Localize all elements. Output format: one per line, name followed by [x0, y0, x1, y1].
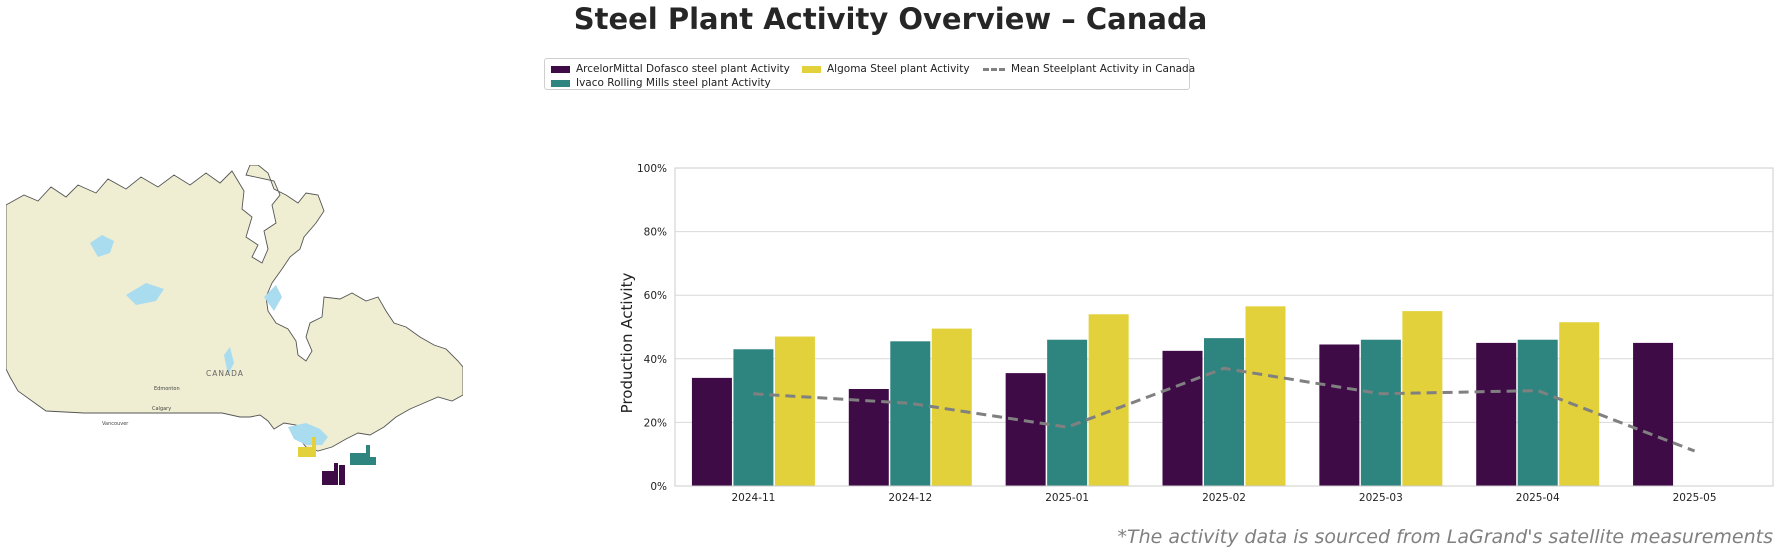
x-tick-label: 2025-01 — [1045, 492, 1089, 504]
bars — [691, 306, 1674, 486]
legend-swatch-arcelormittal — [551, 65, 570, 73]
factory-icon-arcelormittal — [322, 463, 345, 485]
legend-label-ivaco: Ivaco Rolling Mills steel plant Activity — [576, 77, 771, 89]
lake-great-slave — [126, 283, 164, 305]
legend-item-arcelormittal: ArcelorMittal Dofasco steel plant Activi… — [551, 63, 790, 75]
y-tick-label: 60% — [644, 290, 667, 302]
legend: ArcelorMittal Dofasco steel plant Activi… — [544, 58, 1195, 90]
bar-ivaco-2024-12 — [890, 341, 931, 486]
bar-algoma-2024-11 — [774, 336, 815, 486]
bar-ivaco-2024-11 — [733, 349, 774, 486]
legend-item-algoma: Algoma Steel plant Activity — [802, 63, 970, 75]
legend-item-ivaco: Ivaco Rolling Mills steel plant Activity — [551, 77, 771, 89]
bar-algoma-2025-02 — [1245, 306, 1286, 486]
factory-icon-algoma — [298, 437, 316, 457]
bar-ivaco-2025-01 — [1047, 339, 1088, 486]
bar-ivaco-2025-04 — [1517, 339, 1558, 486]
footnote: *The activity data is sourced from LaGra… — [1117, 526, 1773, 548]
bar-arcelormittal-2025-05 — [1633, 342, 1674, 486]
legend-label-arcelormittal: ArcelorMittal Dofasco steel plant Activi… — [576, 63, 790, 75]
map-label-vancouver: Vancouver — [102, 421, 129, 427]
y-tick-label: 100% — [637, 163, 667, 175]
plot-frame — [674, 167, 1774, 487]
map-label-calgary: Calgary — [152, 406, 171, 412]
canada-map: CANADA Edmonton Calgary Vancouver — [5, 164, 464, 485]
y-axis-label: Production Activity — [618, 273, 636, 414]
factory-icon-ivaco — [350, 445, 376, 465]
mean-line-layer — [753, 366, 1696, 453]
y-tick-label: 0% — [650, 481, 667, 493]
bar-algoma-2025-03 — [1402, 311, 1443, 486]
x-tick-label: 2025-03 — [1359, 492, 1403, 504]
x-tick-label: 2024-12 — [888, 492, 932, 504]
legend-item-mean: Mean Steelplant Activity in Canada — [983, 63, 1195, 75]
x-tick-label: 2025-02 — [1202, 492, 1246, 504]
map-label-edmonton: Edmonton — [154, 386, 180, 392]
chart-title: Steel Plant Activity Overview – Canada — [573, 2, 1208, 36]
great-lakes — [288, 423, 328, 445]
bar-algoma-2025-04 — [1559, 322, 1600, 486]
hudson-bay — [264, 285, 282, 311]
mean-activity-line — [753, 366, 1696, 453]
legend-label-mean: Mean Steelplant Activity in Canada — [1011, 63, 1196, 75]
lake-great-bear — [90, 235, 114, 257]
legend-swatch-ivaco — [551, 79, 570, 87]
bar-arcelormittal-2025-02 — [1162, 350, 1203, 486]
bar-ivaco-2025-02 — [1204, 338, 1244, 486]
map-svg: CANADA Edmonton Calgary Vancouver — [5, 164, 464, 485]
bar-arcelormittal-2025-01 — [1005, 373, 1046, 486]
bar-arcelormittal-2025-03 — [1319, 344, 1360, 486]
x-tick-label: 2024-11 — [731, 492, 775, 504]
bar-arcelormittal-2024-12 — [848, 389, 889, 486]
y-tick-label: 80% — [644, 227, 667, 239]
lake-winnipeg — [224, 347, 234, 375]
bar-ivaco-2025-03 — [1360, 339, 1401, 486]
axes: 0% 20% 40% 60% 80% 100% 2024-11 2024-12 2025-01 2… — [637, 163, 1774, 504]
x-tick-label: 2025-04 — [1516, 492, 1560, 504]
legend-dash-mean — [983, 67, 1005, 71]
map-label-canada: CANADA — [206, 369, 244, 378]
legend-label-algoma: Algoma Steel plant Activity — [827, 63, 970, 75]
y-tick-label: 20% — [644, 417, 667, 429]
bar-arcelormittal-2025-04 — [1476, 342, 1517, 486]
bar-algoma-2025-01 — [1088, 314, 1129, 486]
bar-arcelormittal-2024-11 — [691, 377, 732, 486]
legend-swatch-algoma — [802, 65, 821, 73]
y-tick-label: 40% — [644, 354, 667, 366]
x-tick-label: 2025-05 — [1673, 492, 1717, 504]
